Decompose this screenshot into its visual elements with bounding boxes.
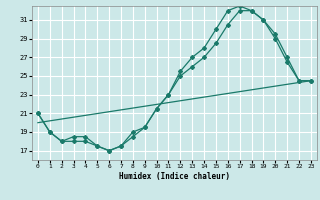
X-axis label: Humidex (Indice chaleur): Humidex (Indice chaleur) [119,172,230,181]
